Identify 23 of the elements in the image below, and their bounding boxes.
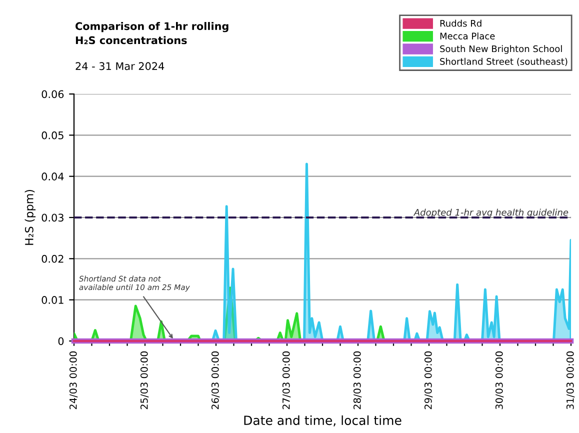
y-tick-label: 0.01 <box>42 296 64 304</box>
x-tick-label: 26/03 00:00 <box>211 351 220 410</box>
y-tick-label: 0.04 <box>42 172 64 180</box>
x-tick-label: 30/03 00:00 <box>495 351 504 410</box>
y-axis-title: H₂S (ppm) <box>24 190 36 245</box>
x-tick-label: 31/03 00:00 <box>566 351 575 410</box>
y-tick-label: 0.03 <box>42 214 64 222</box>
chart-subtitle: 24 - 31 Mar 2024 <box>76 62 164 70</box>
x-tick-label: 29/03 00:00 <box>424 351 433 410</box>
y-tick-label: 0.02 <box>42 254 64 263</box>
chart-title: Comparison of 1-hr rolling H₂S concentrations <box>76 22 228 44</box>
x-tick-label: 24/03 00:00 <box>69 351 78 410</box>
x-axis-title: Date and time, local time <box>244 415 402 426</box>
x-tick-label: 25/03 00:00 <box>140 351 149 410</box>
legend-label: South New Brighton School <box>440 45 562 54</box>
legend-label: Rudds Rd <box>440 20 482 27</box>
y-tick-label: 0 <box>58 337 64 346</box>
y-tick-label: 0.05 <box>42 131 64 140</box>
x-tick-label: 28/03 00:00 <box>353 351 362 410</box>
y-tick-label: 0.06 <box>42 90 64 98</box>
legend-label: Mecca Place <box>440 32 495 40</box>
legend-label: Shortland Street (southeast) <box>440 58 568 66</box>
x-tick-label: 27/03 00:00 <box>282 351 291 410</box>
